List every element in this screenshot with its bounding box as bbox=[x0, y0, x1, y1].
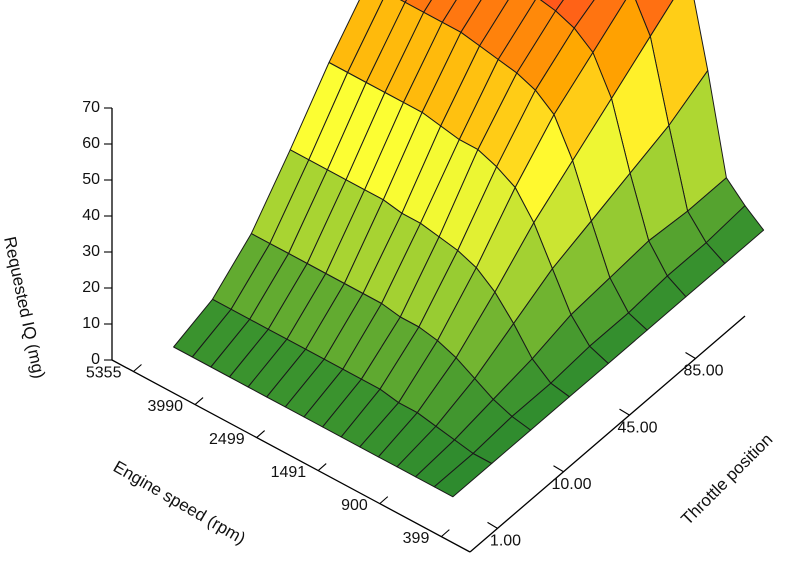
throttle-tick-label: 85.00 bbox=[683, 363, 723, 380]
engine-speed-axis-line bbox=[111, 359, 471, 553]
engine-speed-axis-ticks: 5355 3990 2499 1491 900 399 bbox=[86, 364, 450, 547]
z-tick-label: 10 bbox=[82, 315, 100, 332]
throttle-tick-label: 45.00 bbox=[617, 419, 657, 436]
throttle-axis-title: Throttle position bbox=[677, 430, 776, 529]
surface-facet bbox=[433, 453, 493, 498]
engine-speed-tick-label: 900 bbox=[341, 497, 368, 514]
engine-speed-tick-mark bbox=[133, 364, 142, 372]
engine-speed-axis-title: Engine speed (rpm) bbox=[110, 457, 249, 548]
engine-speed-tick-label: 399 bbox=[403, 530, 430, 547]
z-tick-label: 60 bbox=[82, 135, 100, 152]
engine-speed-tick-mark bbox=[379, 496, 389, 505]
z-tick-label: 70 bbox=[82, 99, 100, 116]
throttle-tick-mark bbox=[487, 521, 498, 529]
engine-speed-tick-label: 3990 bbox=[147, 398, 183, 415]
z-tick-label: 0 bbox=[91, 351, 100, 368]
throttle-tick-label: 10.00 bbox=[551, 476, 591, 493]
throttle-tick-mark bbox=[619, 408, 630, 416]
z-tick-label: 30 bbox=[82, 243, 100, 260]
engine-speed-tick-label: 1491 bbox=[271, 464, 307, 481]
throttle-tick-mark bbox=[685, 352, 696, 359]
z-axis-ticks: 0 10 20 30 40 50 60 70 bbox=[82, 99, 112, 368]
z-tick-label: 40 bbox=[82, 207, 100, 224]
engine-speed-tick-mark bbox=[440, 529, 450, 538]
engine-speed-tick-mark bbox=[194, 397, 204, 405]
engine-speed-tick-label: 2499 bbox=[209, 431, 245, 448]
z-tick-label: 20 bbox=[82, 279, 100, 296]
z-tick-label: 50 bbox=[82, 171, 100, 188]
throttle-tick-mark bbox=[553, 465, 564, 473]
z-axis-title: Requested IQ (mg) bbox=[0, 235, 49, 380]
throttle-axis-ticks: 1.00 10.00 45.00 85.00 bbox=[487, 352, 724, 550]
surface-mesh bbox=[173, 0, 765, 498]
throttle-axis-line bbox=[469, 315, 746, 553]
engine-speed-tick-mark bbox=[256, 430, 265, 438]
engine-speed-tick-mark bbox=[317, 463, 327, 472]
axes-group bbox=[111, 108, 746, 553]
engine-speed-tick-label: 5355 bbox=[86, 365, 122, 382]
throttle-tick-label: 1.00 bbox=[490, 533, 521, 550]
